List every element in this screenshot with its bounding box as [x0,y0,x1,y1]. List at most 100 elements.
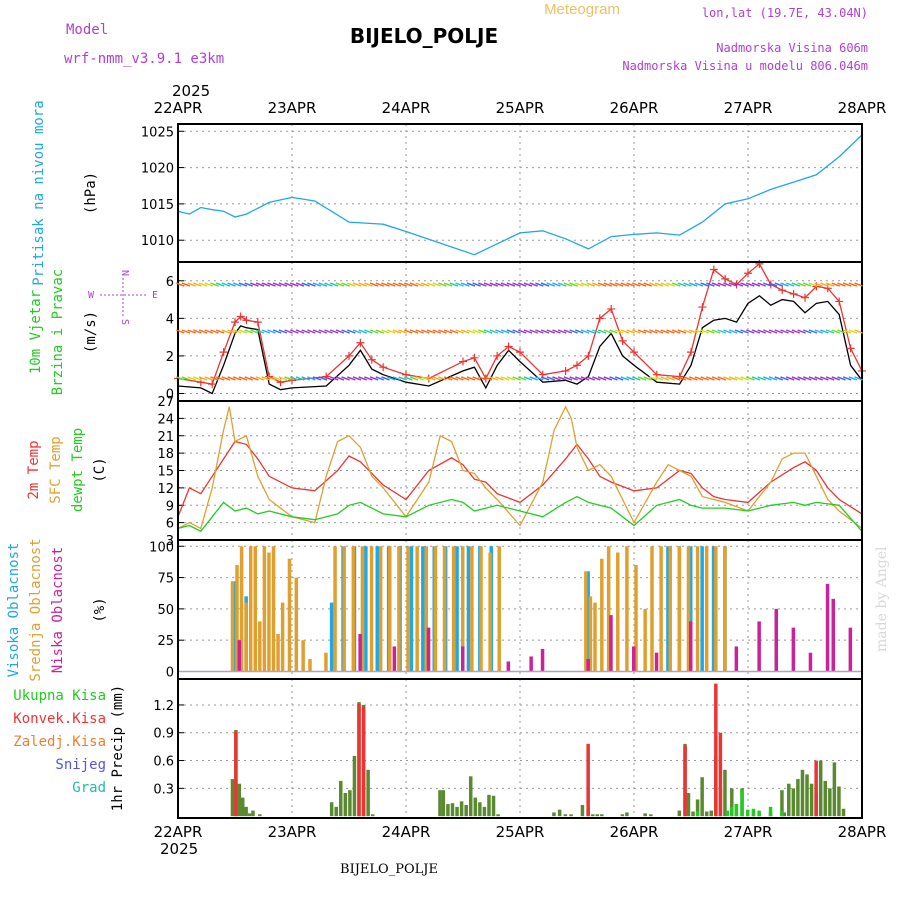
x-tick-label-bottom: 27APR [724,823,773,841]
wind-arrow [666,282,675,287]
bar-srednja-oblacnost [369,546,374,672]
wind-arrow [341,282,350,287]
gust-marker [504,342,513,351]
x-tick-label-bottom: 25APR [496,823,545,841]
wind-arrow [586,282,595,287]
wind-arrow [392,282,402,287]
series-line-mslp [177,134,863,256]
wind-arrow [238,376,248,381]
gust-marker [516,348,524,357]
wind-arrow [728,282,738,287]
wind-arrow [797,376,806,381]
wind-arrow [575,329,584,334]
wind-arrow [204,329,214,334]
wind-arrow [324,376,333,381]
bar-niska-oblacnost [392,646,397,672]
bar-niska-oblacnost [734,646,739,672]
wind-arrow [244,329,253,334]
wind-arrow [261,329,271,334]
bar-ukupna-kisa [569,814,573,817]
wind-arrow [250,282,259,287]
wind-arrow [586,376,595,381]
bar-srednja-oblacnost [267,552,271,672]
y-tick-label: 50 [157,603,174,618]
bar-srednja-oblacnost [415,546,419,672]
wind-arrow [278,329,288,334]
bar-srednja-oblacnost [276,633,280,672]
y-tick-label: 0.6 [153,755,174,770]
wind-arrow [780,282,789,287]
bar-srednja-oblacnost [324,652,328,672]
wind-arrow [295,329,305,334]
ylabel-wind-2: Brzina i Pravac [50,269,66,395]
bar-srednja-oblacnost [253,546,258,672]
wind-arrow [803,329,812,334]
wind-arrow [329,376,339,381]
wind-arrow [763,282,772,287]
wind-arrow [278,376,288,381]
ylabel-temp-2m: 2m Temp [26,440,42,499]
wind-arrow [723,376,732,381]
wind-arrow [569,376,578,381]
gust-marker [208,380,217,389]
year-top: 2025 [172,82,210,100]
wind-arrow [854,376,863,381]
wind-arrow [512,329,521,334]
wind-arrow [785,282,795,287]
panels: 1010101510201025024636912151821242702550… [141,123,866,819]
wind-arrow [438,282,447,287]
wind-arrow [176,329,185,334]
wind-arrow [495,282,504,287]
wind-arrow [671,329,681,334]
wind-arrow [540,329,550,334]
wind-arrow [500,282,510,287]
wind-arrow [500,376,510,381]
gust-marker [630,348,638,357]
bar-konvek-kisa [718,732,723,817]
wind-arrow [386,329,396,334]
wind-arrow [597,329,607,334]
gust-marker [835,297,844,306]
wind-arrow [272,376,282,381]
wind-arrow [267,282,276,287]
wind-arrow [483,376,493,381]
wind-arrow [683,329,692,334]
wind-arrow [677,376,687,381]
x-tick-label-top: 23APR [268,99,317,117]
bar-ukupna-kisa [446,804,450,817]
wind-arrow [364,329,373,334]
bar-niska-oblacnost [831,598,835,672]
wind-arrow [181,376,191,381]
bar-srednja-oblacnost [723,546,727,672]
x-tick-label-top: 27APR [724,99,773,117]
wind-arrow [489,282,499,287]
bar-srednja-oblacnost [230,581,235,672]
bar-grad [768,806,773,817]
wind-arrow [694,282,704,287]
wind-arrow [820,376,829,381]
bar-ukupna-kisa [482,806,487,817]
wind-arrow [284,329,293,334]
wind-arrow [563,329,573,334]
bar-srednja-oblacnost [704,546,709,672]
wind-arrow [637,329,647,334]
wind-arrow [250,376,259,381]
axis-labels: 22APR 22APR 23APR 23APR 24APR 24APR 25APR 25APR… [6,99,886,841]
gust-marker [607,304,616,313]
wind-arrow [791,376,801,381]
bar-ukupna-kisa [496,814,500,817]
wind-arrow [785,376,795,381]
wind-arrow [717,329,727,334]
bar-grad [695,811,700,817]
compass-west: W [88,290,95,301]
wind-arrow [603,282,613,287]
bar-srednja-oblacnost [451,546,456,672]
wind-arrow [392,376,402,381]
gust-marker [584,351,593,360]
wind-arrow [210,329,219,334]
wind-arrow [603,329,613,334]
wind-arrow [825,376,835,381]
y-tick-label: 1010 [141,234,174,249]
bar-konvek-kisa [586,743,590,817]
wind-arrow [694,329,704,334]
